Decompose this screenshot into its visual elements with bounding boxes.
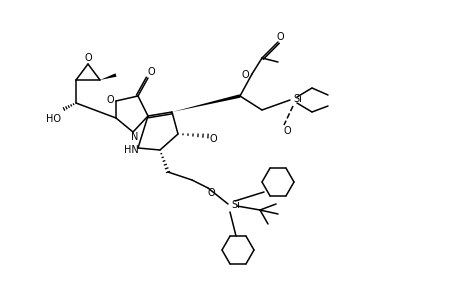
Text: O: O xyxy=(209,134,216,144)
Text: O: O xyxy=(84,53,92,63)
Polygon shape xyxy=(172,94,240,112)
Text: O: O xyxy=(106,95,113,105)
Text: Si: Si xyxy=(231,200,240,210)
Text: O: O xyxy=(241,70,248,80)
Text: N: N xyxy=(131,132,138,142)
Text: O: O xyxy=(207,188,214,198)
Polygon shape xyxy=(100,73,116,80)
Text: Si: Si xyxy=(293,94,302,104)
Text: O: O xyxy=(147,67,155,77)
Text: HN: HN xyxy=(123,145,138,155)
Text: O: O xyxy=(283,126,290,136)
Text: O: O xyxy=(275,32,283,42)
Text: HO: HO xyxy=(46,114,62,124)
